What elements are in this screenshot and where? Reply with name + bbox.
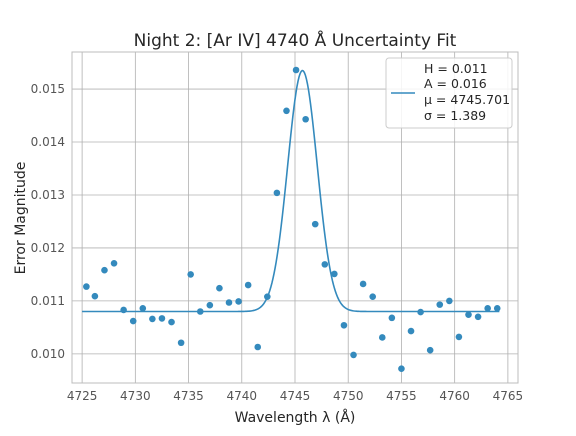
fit-curve-group bbox=[82, 69, 500, 313]
data-points-group bbox=[83, 66, 501, 373]
y-tick-label: 0.012 bbox=[31, 241, 65, 255]
data-point bbox=[273, 189, 281, 197]
y-tick-label: 0.015 bbox=[31, 82, 65, 96]
x-tick-label: 4750 bbox=[333, 389, 364, 403]
data-point bbox=[187, 271, 194, 278]
grid-lines bbox=[72, 52, 518, 383]
x-tick-label: 4725 bbox=[67, 389, 98, 403]
legend-text-line-1: H = 0.011 bbox=[424, 61, 488, 76]
data-point bbox=[426, 346, 434, 354]
data-point bbox=[196, 308, 204, 315]
legend-box bbox=[385, 57, 513, 129]
data-point bbox=[359, 280, 367, 288]
data-point bbox=[177, 339, 185, 347]
data-point bbox=[340, 321, 348, 329]
data-point bbox=[235, 298, 242, 305]
data-point bbox=[264, 293, 271, 300]
data-point bbox=[465, 311, 472, 318]
data-point bbox=[474, 313, 482, 321]
x-tick-label: 4740 bbox=[227, 389, 258, 403]
data-point bbox=[120, 306, 127, 314]
data-point bbox=[331, 270, 338, 278]
data-point bbox=[388, 314, 396, 322]
data-point bbox=[101, 266, 108, 274]
x-tick-label: 4745 bbox=[280, 389, 311, 403]
data-point bbox=[369, 293, 377, 300]
plot-frame bbox=[71, 51, 519, 384]
x-axis-label: Wavelength λ (Å) bbox=[235, 409, 356, 426]
data-point bbox=[206, 301, 214, 309]
data-point bbox=[139, 305, 147, 312]
data-point bbox=[311, 220, 319, 228]
data-point bbox=[302, 115, 309, 123]
chart-title: Night 2: [Ar IV] 4740 Å Uncertainty Fit bbox=[134, 29, 457, 51]
data-point bbox=[436, 301, 444, 308]
data-point bbox=[455, 333, 463, 341]
data-point bbox=[244, 281, 252, 289]
data-point bbox=[484, 305, 491, 312]
y-axis-label: Error Magnitude bbox=[13, 162, 29, 275]
y-tick-labels: 0.010 0.011 0.012 0.013 0.014 0.015 bbox=[31, 82, 65, 361]
fit-curve-line bbox=[82, 69, 500, 313]
y-tick-label: 0.010 bbox=[31, 347, 65, 361]
data-point bbox=[446, 297, 453, 305]
y-tick-label: 0.013 bbox=[31, 188, 65, 202]
data-point bbox=[129, 317, 137, 325]
data-point bbox=[158, 315, 166, 322]
data-point bbox=[110, 260, 118, 267]
data-point bbox=[292, 66, 300, 74]
x-tick-label: 4760 bbox=[439, 389, 470, 403]
data-point bbox=[407, 327, 415, 335]
data-point bbox=[216, 284, 223, 292]
legend-text-line-2: A = 0.016 bbox=[424, 76, 487, 91]
x-tick-label: 4735 bbox=[173, 389, 204, 403]
data-point bbox=[149, 315, 156, 323]
data-point bbox=[283, 107, 290, 115]
data-point bbox=[398, 365, 405, 373]
data-point bbox=[321, 261, 329, 268]
legend-text-line-3: μ = 4745.701 bbox=[424, 92, 510, 107]
data-point bbox=[378, 334, 386, 341]
legend-text-line-4: σ = 1.389 bbox=[424, 108, 486, 123]
x-tick-label: 4730 bbox=[120, 389, 151, 403]
y-tick-label: 0.011 bbox=[31, 294, 65, 308]
data-point bbox=[493, 305, 501, 312]
data-point bbox=[91, 292, 99, 300]
legend: H = 0.011 A = 0.016 μ = 4745.701 σ = 1.3… bbox=[385, 57, 513, 129]
data-point bbox=[254, 343, 262, 351]
x-tick-label: 4765 bbox=[493, 389, 524, 403]
y-tick-label: 0.014 bbox=[31, 135, 65, 149]
data-point bbox=[168, 318, 175, 326]
x-tick-label: 4755 bbox=[386, 389, 417, 403]
data-point bbox=[83, 283, 90, 290]
x-tick-labels: 4725 4730 4735 4740 4745 4750 4755 4760 4765 bbox=[67, 389, 523, 403]
data-point bbox=[225, 299, 233, 306]
data-point bbox=[417, 308, 424, 316]
data-point bbox=[350, 351, 357, 359]
